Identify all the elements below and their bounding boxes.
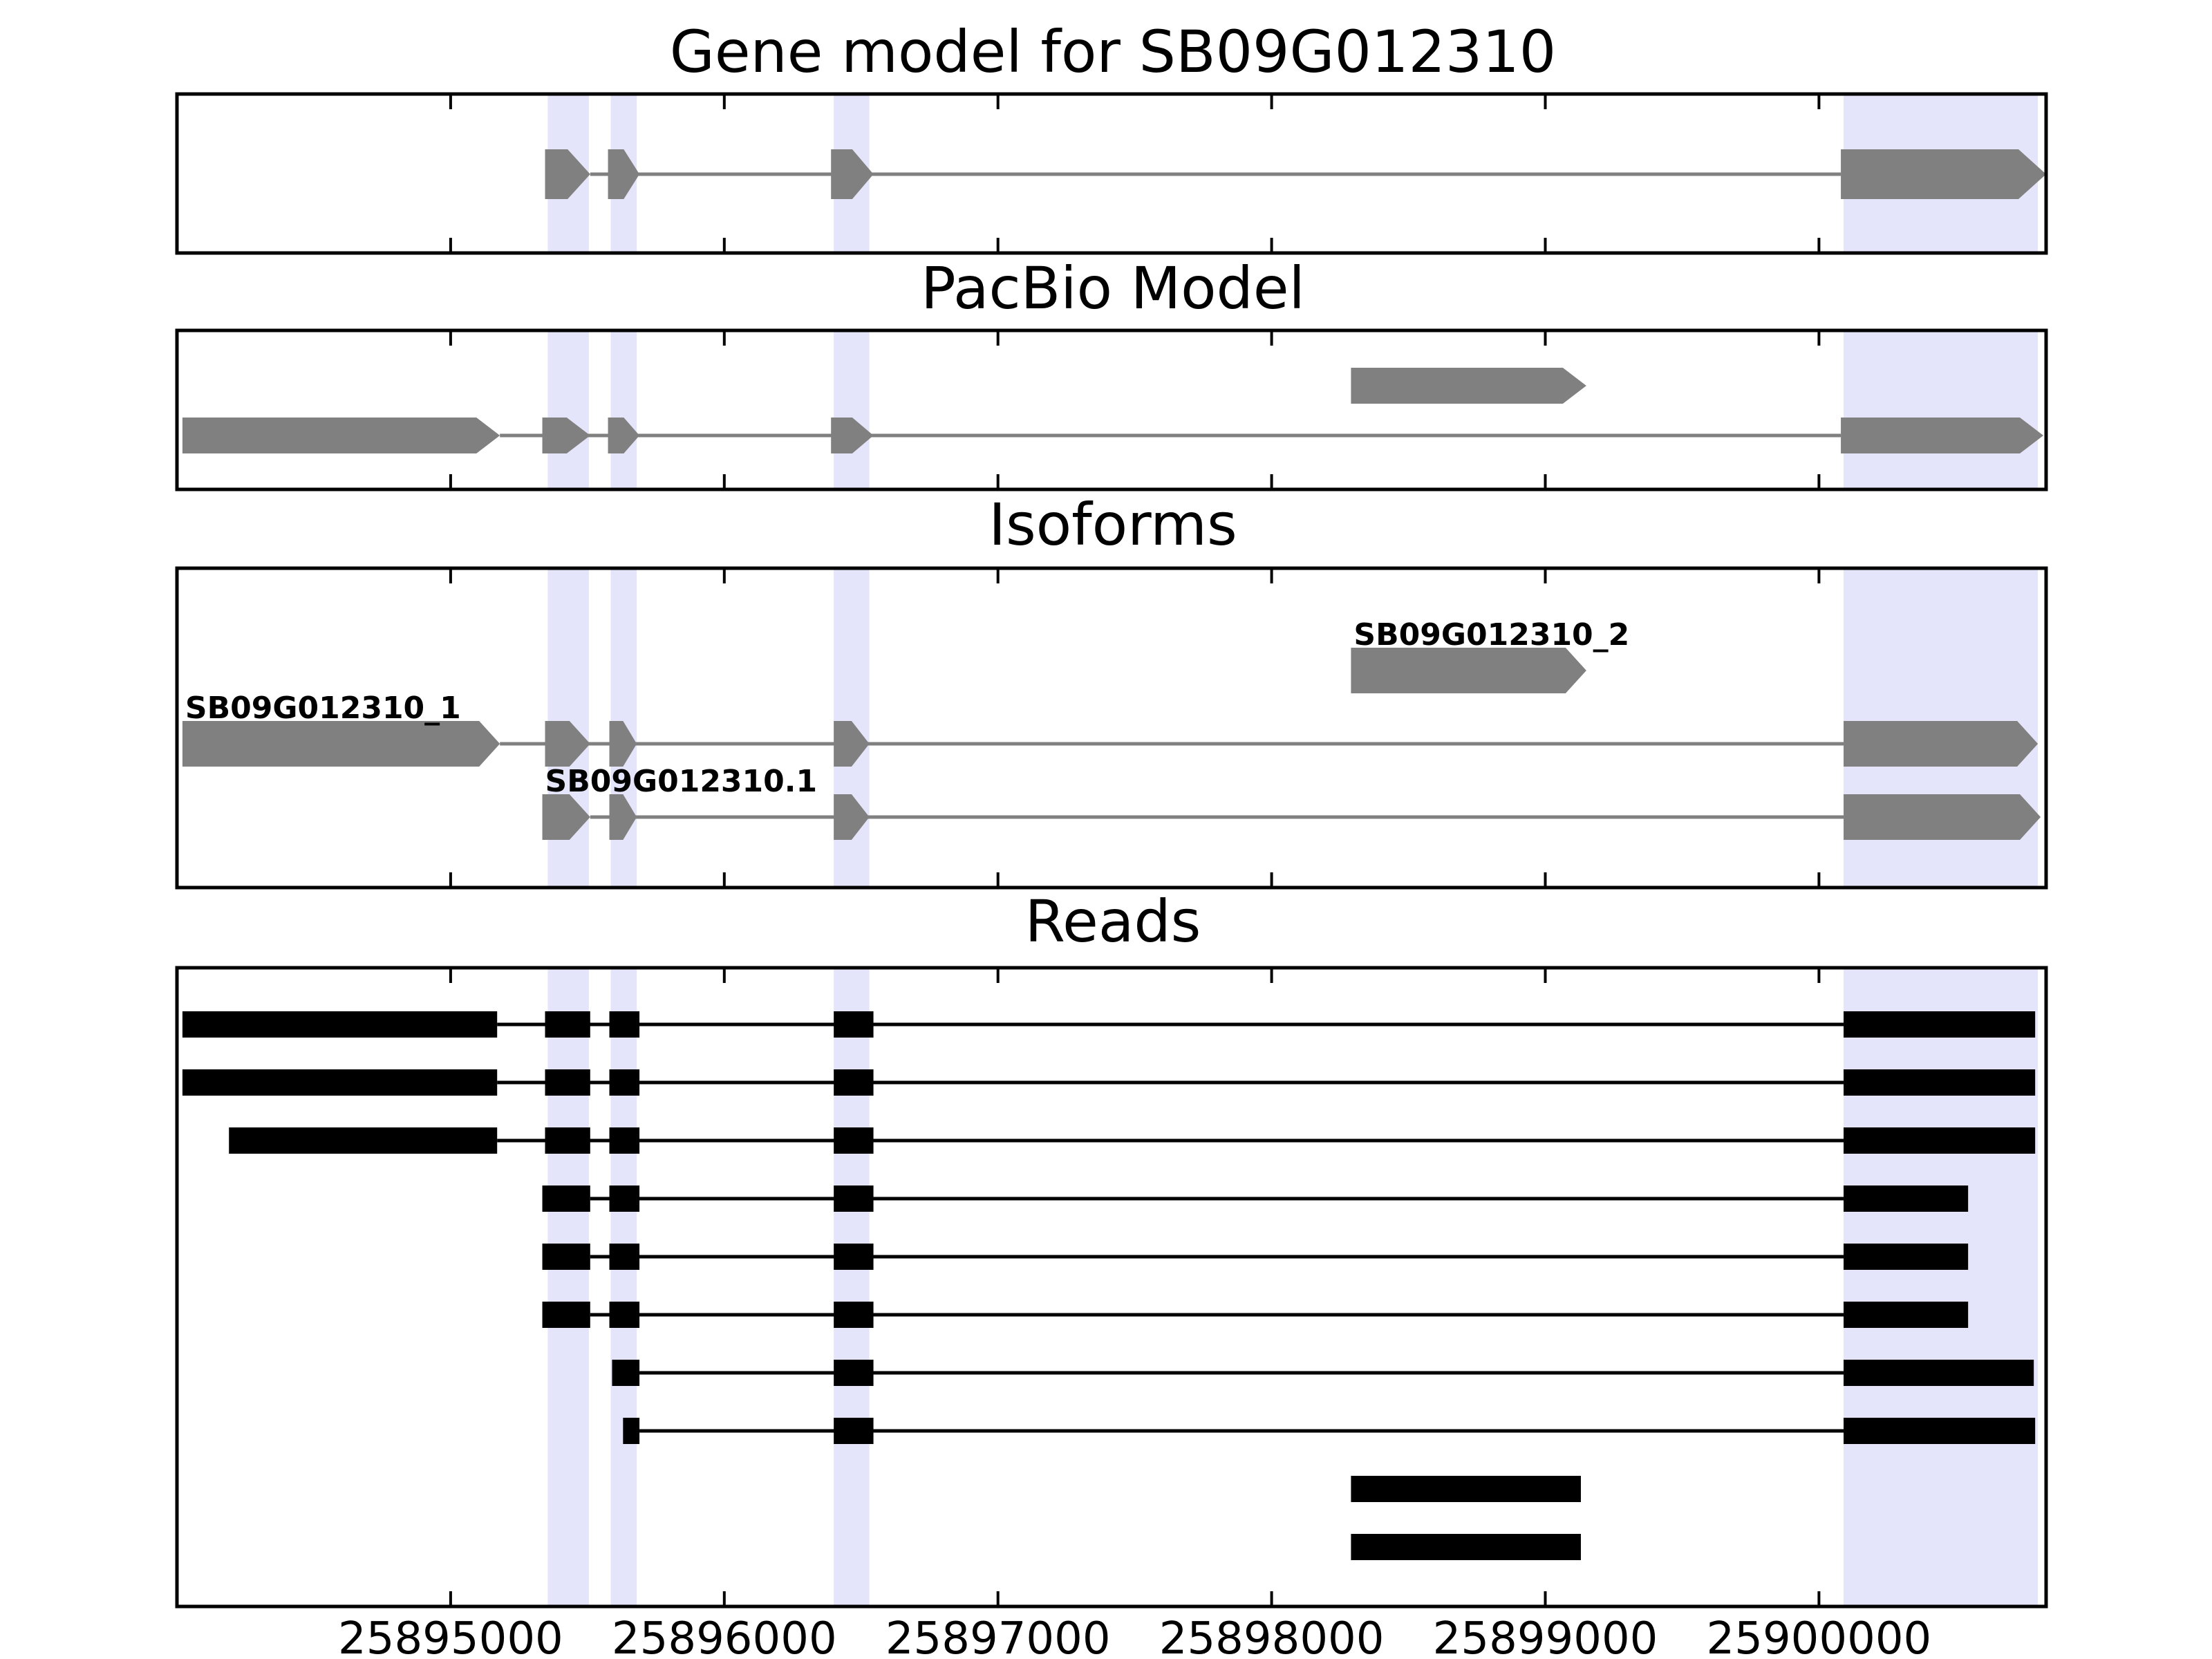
read-block (1351, 1476, 1581, 1502)
read-block (1844, 1418, 2036, 1444)
axes-frame (175, 328, 2048, 491)
read-block (834, 1127, 874, 1154)
read-block (609, 1011, 640, 1038)
panel-title-isoforms: Isoforms (988, 491, 1237, 559)
highlight-region (1844, 330, 2038, 489)
x-tick-label: 25898000 (1159, 1613, 1385, 1659)
read-block (609, 1185, 640, 1212)
read-block (545, 1127, 590, 1154)
read-block (612, 1360, 640, 1386)
panel-title-gene-model: Gene model for SB09G012310 (670, 18, 1556, 86)
read-block (182, 1069, 498, 1096)
exon-arrow (545, 149, 590, 199)
isoform-label: SB09G012310_1 (185, 691, 461, 726)
panel-reads (175, 966, 2048, 1609)
exon-arrow (834, 794, 870, 840)
read-block (834, 1360, 874, 1386)
read-block (542, 1244, 590, 1270)
highlight-region (834, 330, 870, 489)
x-tick-label: 25895000 (338, 1613, 563, 1659)
exon-arrow (1351, 368, 1586, 404)
exon-arrow (1841, 149, 2046, 199)
exon-arrow (609, 794, 637, 840)
axes-frame (175, 566, 2048, 890)
read-block (1844, 1360, 2034, 1386)
exon-arrow (545, 721, 590, 767)
exon-arrow (182, 721, 500, 767)
read-block (229, 1127, 498, 1154)
highlight-region (834, 968, 870, 1606)
read-block (1844, 1185, 1969, 1212)
panel-isoforms: SB09G012310_2 SB09G012310_1 SB09G012310.1 (175, 566, 2048, 890)
highlight-region (547, 968, 589, 1606)
isoform-label: SB09G012310.1 (545, 764, 818, 799)
panel-gene-model (175, 92, 2048, 255)
read-block (623, 1418, 640, 1444)
axes-frame (175, 966, 2048, 1609)
exon-arrow (182, 418, 500, 453)
highlight-region (610, 968, 637, 1606)
exon-arrow (542, 418, 590, 453)
read-block (1844, 1011, 2036, 1038)
x-tick-label: 25900000 (1707, 1613, 1932, 1659)
highlight-region (547, 330, 589, 489)
x-tick-label: 25896000 (612, 1613, 837, 1659)
read-block (834, 1011, 874, 1038)
isoform-label: SB09G012310_2 (1353, 617, 1629, 653)
read-block (542, 1185, 590, 1212)
read-block (1351, 1534, 1581, 1560)
highlight-region (1844, 968, 2038, 1606)
read-block (1844, 1069, 2036, 1096)
exon-arrow (1351, 648, 1586, 693)
read-block (609, 1069, 640, 1096)
read-block (545, 1069, 590, 1096)
exon-arrow (1844, 794, 2041, 840)
read-block (609, 1302, 640, 1328)
highlight-region (610, 330, 637, 489)
panel-pacbio-model (175, 328, 2048, 491)
exon-arrow (831, 418, 874, 453)
read-block (1844, 1302, 1969, 1328)
read-block (609, 1127, 640, 1154)
x-axis-tick-labels: 25895000 25896000 25897000 25898000 25899000… (338, 1613, 1931, 1659)
exon-arrow (542, 794, 590, 840)
read-block (834, 1302, 874, 1328)
read-block (542, 1302, 590, 1328)
read-block (834, 1069, 874, 1096)
read-block (609, 1244, 640, 1270)
read-block (834, 1244, 874, 1270)
exon-arrow (609, 721, 637, 767)
read-block (1844, 1244, 1969, 1270)
read-block (834, 1418, 874, 1444)
panel-title-pacbio-model: PacBio Model (921, 254, 1305, 322)
read-block (545, 1011, 590, 1038)
read-block (834, 1185, 874, 1212)
exon-arrow (1841, 418, 2044, 453)
read-block (1844, 1127, 2036, 1154)
x-tick-label: 25899000 (1433, 1613, 1658, 1659)
exon-arrow (834, 721, 870, 767)
axes-frame (175, 92, 2048, 255)
panel-title-reads: Reads (1025, 888, 1201, 955)
exon-arrow (1844, 721, 2038, 767)
read-block (182, 1011, 498, 1038)
exon-arrow (831, 149, 874, 199)
exon-arrow (608, 418, 640, 453)
exon-arrow (608, 149, 640, 199)
x-tick-label: 25897000 (885, 1613, 1111, 1659)
